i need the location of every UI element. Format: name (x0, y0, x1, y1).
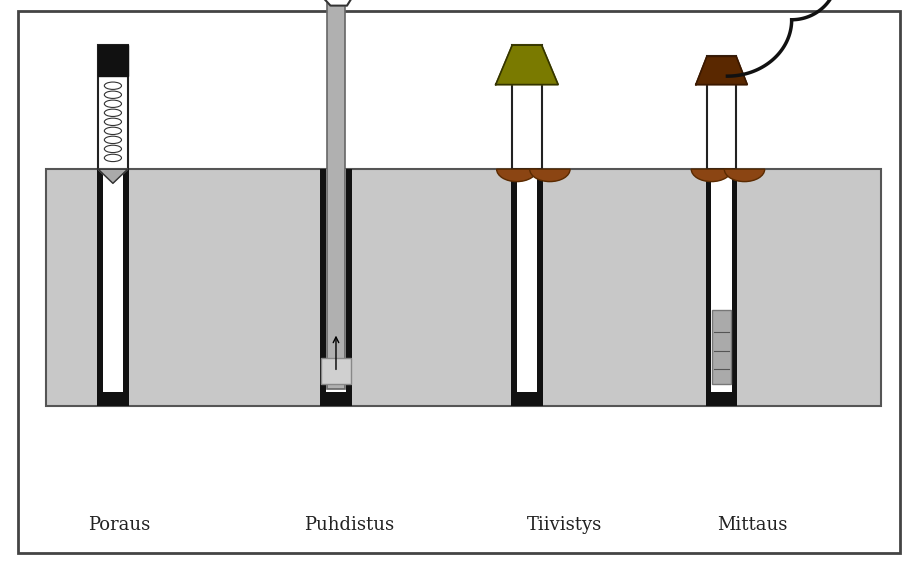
Bar (103, 169, 123, 406)
Bar (320, 392, 352, 406)
Polygon shape (696, 56, 747, 85)
Text: Poraus: Poraus (88, 515, 151, 534)
Wedge shape (691, 169, 732, 182)
Wedge shape (497, 169, 537, 182)
Bar (707, 56, 736, 169)
Bar (706, 392, 737, 406)
Bar (98, 45, 128, 169)
Bar (511, 392, 543, 406)
Bar (320, 169, 352, 406)
Bar (97, 169, 129, 406)
Bar (706, 169, 737, 406)
Bar (98, 45, 128, 76)
Bar (712, 310, 731, 384)
Bar (511, 169, 543, 406)
Bar (711, 169, 732, 406)
Text: Tiivistys: Tiivistys (527, 515, 602, 534)
Bar (327, 0, 345, 389)
Bar (512, 45, 542, 169)
Text: Mittaus: Mittaus (718, 515, 788, 534)
Bar (326, 169, 346, 406)
Wedge shape (724, 169, 765, 182)
Bar (517, 169, 537, 406)
Bar (46, 169, 881, 406)
Wedge shape (530, 169, 570, 182)
Bar (321, 358, 351, 384)
Polygon shape (98, 169, 128, 183)
Text: Puhdistus: Puhdistus (304, 515, 394, 534)
Polygon shape (299, 0, 368, 6)
Bar (97, 392, 129, 406)
Polygon shape (496, 45, 558, 85)
